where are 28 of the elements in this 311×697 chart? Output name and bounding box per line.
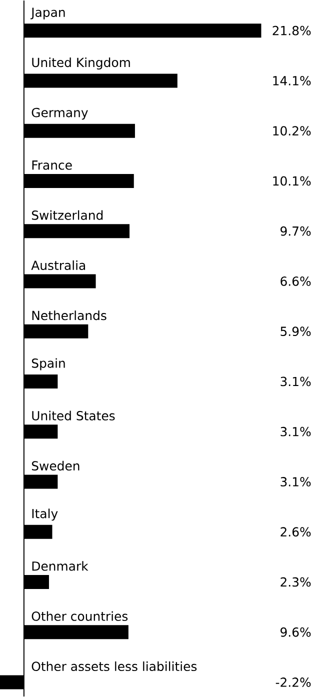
y-tick-label: Other countries	[32, 611, 128, 621]
data-label: 21.8%	[272, 26, 310, 36]
y-tick-label: Denmark	[32, 561, 88, 571]
y-tick-label: Australia	[31, 260, 85, 270]
data-label: 3.1%	[280, 477, 310, 486]
y-tick-label: Switzerland	[32, 210, 102, 220]
y-tick-label: United Kingdom	[32, 57, 130, 70]
data-label: 2.3%	[280, 577, 310, 587]
y-tick-label: Japan	[30, 8, 65, 20]
data-label: 6.6%	[280, 276, 310, 286]
data-label: -2.2%	[276, 678, 310, 687]
data-label: 2.6%	[280, 527, 310, 537]
data-label: 10.2%	[273, 126, 310, 136]
data-label: 3.1%	[280, 426, 310, 436]
data-label: 9.6%	[280, 627, 310, 637]
y-tick-label: Spain	[32, 358, 65, 370]
data-label: 3.1%	[280, 376, 310, 386]
y-tick-label: Netherlands	[32, 310, 106, 320]
y-tick-label: Germany	[32, 108, 88, 120]
y-tick-label: France	[32, 160, 72, 170]
data-label: 10.1%	[273, 176, 310, 186]
y-tick-label: Italy	[32, 508, 58, 521]
y-tick-label: United States	[32, 410, 115, 420]
data-label: 9.7%	[280, 226, 310, 236]
data-label: 14.1%	[273, 76, 310, 86]
data-label: 5.9%	[280, 326, 310, 336]
y-tick-label: Other assets less liabilities	[32, 661, 196, 672]
y-tick-label: Sweden	[32, 460, 80, 471]
